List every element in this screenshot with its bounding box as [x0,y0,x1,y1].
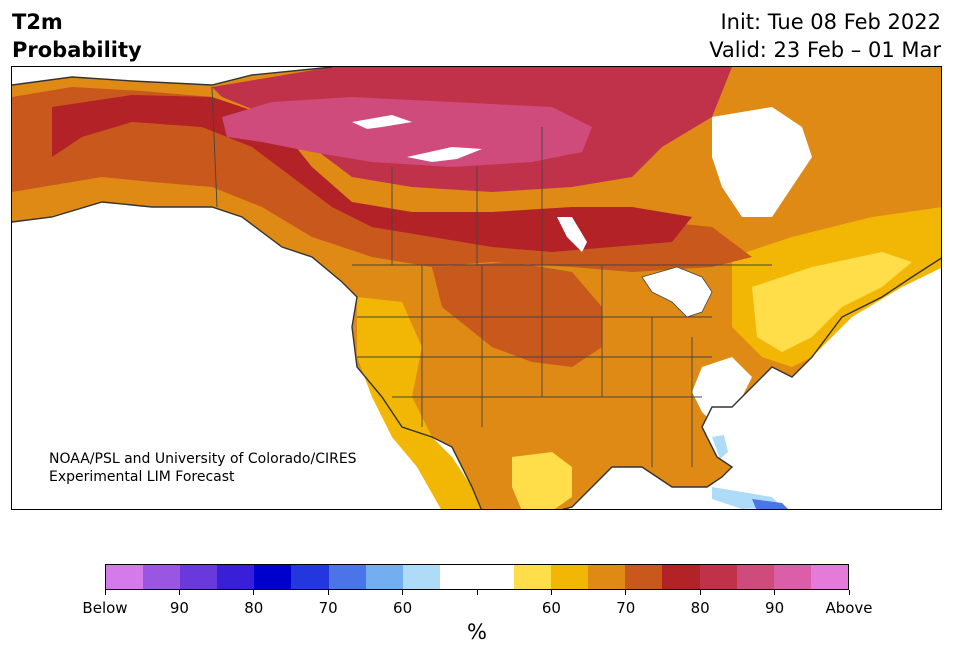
colorbar-cell [180,565,218,589]
colorbar-cell [736,565,774,589]
credit-line-1: NOAA/PSL and University of Colorado/CIRE… [49,451,357,467]
colorbar-cell [439,565,477,589]
colorbar-cell [106,565,144,589]
forecast-dates: Init: Tue 08 Feb 2022 Valid: 23 Feb – 01… [709,8,941,64]
colorbar-cell [551,565,589,589]
colorbar-tick [848,590,850,595]
colorbar-tick-label: 90 [765,599,785,617]
colorbar-cell [699,565,737,589]
texas-light-yellow [512,452,572,509]
colorbar-tick-label: 90 [169,599,189,617]
credit-line-2: Experimental LIM Forecast [49,469,235,485]
colorbar-cell [217,565,255,589]
colorbar-tick [625,590,627,595]
colorbar-tick [550,590,552,595]
colorbar-tick-label: 70 [318,599,338,617]
cuba-blue [752,499,788,509]
colorbar-tick [774,590,776,595]
baffin-orange [752,67,892,137]
colorbar-unit: % [467,620,487,644]
colorbar-cell [291,565,329,589]
northeast-light-yellow [752,252,912,352]
colorbar-cell [662,565,700,589]
colorbar-tick [178,590,180,595]
valid-range: Valid: 23 Feb – 01 Mar [709,38,941,62]
forecast-map [11,66,942,510]
colorbar-tick [327,590,329,595]
hudson-bay [712,107,812,217]
colorbar-cell [254,565,292,589]
canada-red-band [52,95,692,252]
southeast-normal-region [692,357,752,427]
title-variable: T2m [12,10,63,34]
north-rose-core [222,97,592,167]
colorbar-tick [699,590,701,595]
colorbar-tick-label: 60 [541,599,561,617]
great-lakes [641,266,713,318]
colorbar-cell [365,565,403,589]
colorbar [105,564,849,590]
colorbar-cell [773,565,811,589]
colorbar-tick-label: Above [825,599,873,617]
colorbar-tick-label: 70 [616,599,636,617]
colorbar-cell [588,565,626,589]
colorbar-tick [104,590,106,595]
colorbar-cell [810,565,848,589]
title-type: Probability [12,38,142,62]
colorbar-tick-label: 60 [393,599,413,617]
map-canvas [12,67,941,509]
colorbar-tick-label: 80 [244,599,264,617]
map-title: T2m Probability [12,8,142,64]
great-bear-lake [407,147,482,162]
colorbar-tick [402,590,404,595]
colorbar-tick [253,590,255,595]
colorbar-cell [328,565,366,589]
coastline [12,67,941,509]
lake-winnipeg [557,217,587,252]
colorbar-cell [402,565,440,589]
credit-text: NOAA/PSL and University of Colorado/CIRE… [49,450,357,486]
colorbar-cell [476,565,515,589]
central-dark-orange [432,262,602,367]
southwest-yellow [357,297,482,509]
political-borders [211,86,772,467]
colorbar-cell [143,565,181,589]
init-date: Init: Tue 08 Feb 2022 [720,10,941,34]
colorbar-tick [476,590,478,595]
florida-light-blue [712,435,728,459]
colorbar-tick-label: Below [82,599,128,617]
colorbar-cell [625,565,663,589]
colorbar-cell [514,565,552,589]
colorbar-tick-label: 80 [690,599,710,617]
great-slave-lake [352,115,412,129]
